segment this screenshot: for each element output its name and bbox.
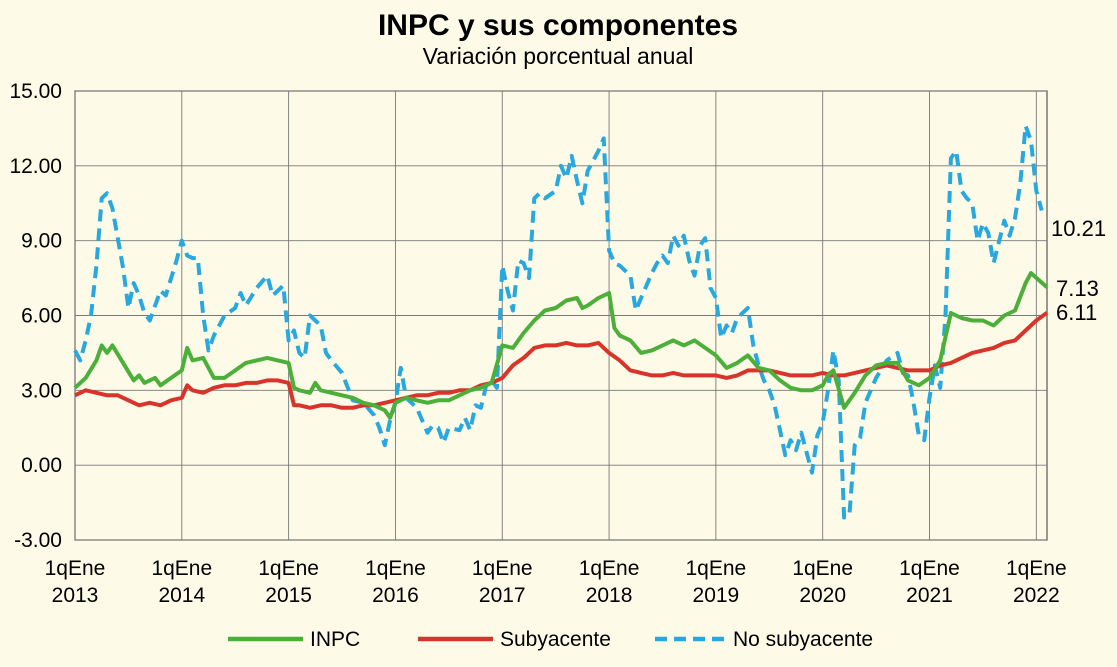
- x-tick-year: 2016: [372, 584, 419, 607]
- x-tick-label: 1qEne: [1006, 557, 1067, 580]
- legend-label: INPC: [310, 628, 360, 651]
- x-tick-label: 1qEne: [579, 557, 640, 580]
- end-label: 10.21: [1051, 216, 1106, 241]
- y-axis-ticks: 15.00 12.00 9.00 6.00 3.00 0.00 -3.00: [9, 80, 62, 552]
- y-tick-label: -3.00: [14, 529, 62, 552]
- y-tick-label: 15.00: [9, 80, 62, 103]
- x-tick-year: 2019: [693, 584, 740, 607]
- x-tick-year: 2022: [1013, 584, 1060, 607]
- x-tick-label: 1qEne: [258, 557, 319, 580]
- chart-title: INPC y sus componentes: [378, 9, 738, 42]
- x-tick-year: 2018: [586, 584, 633, 607]
- legend: INPC Subyacente No subyacente: [228, 628, 873, 651]
- x-tick-label: 1qEne: [686, 557, 747, 580]
- end-label: 7.13: [1056, 276, 1099, 301]
- x-tick-year: 2017: [479, 584, 526, 607]
- x-tick-label: 1qEne: [472, 557, 533, 580]
- x-tick-year: 2015: [265, 584, 312, 607]
- x-tick-year: 2020: [799, 584, 846, 607]
- series-line-inpc: [73, 271, 1049, 420]
- gridlines: [74, 90, 1048, 541]
- y-tick-label: 9.00: [21, 230, 62, 253]
- y-tick-label: 0.00: [21, 454, 62, 477]
- x-tick-label: 1qEne: [45, 557, 106, 580]
- legend-label: Subyacente: [500, 628, 611, 651]
- x-tick-label: 1qEne: [899, 557, 960, 580]
- y-tick-label: 12.00: [9, 155, 62, 178]
- series-lines: [73, 123, 1049, 520]
- end-labels: 7.136.11 10.21: [1051, 216, 1106, 325]
- series-line-no-subyacente: [73, 123, 1044, 520]
- x-tick-year: 2014: [158, 584, 205, 607]
- series-line-subyacente: [74, 311, 1049, 410]
- x-tick-label: 1qEne: [792, 557, 853, 580]
- y-tick-label: 6.00: [21, 305, 62, 328]
- x-tick-year: 2013: [52, 584, 99, 607]
- legend-label: No subyacente: [733, 628, 873, 651]
- x-tick-label: 1qEne: [365, 557, 426, 580]
- x-tick-label: 1qEne: [151, 557, 212, 580]
- end-label: 6.11: [1056, 300, 1097, 325]
- chart-subtitle: Variación porcentual anual: [423, 43, 694, 69]
- y-tick-label: 3.00: [21, 379, 62, 402]
- x-tick-year: 2021: [906, 584, 953, 607]
- x-axis-ticks: 1qEne 2013 1qEne 2014 1qEne 2015 1qEne 2016 1qEn…: [45, 557, 1067, 607]
